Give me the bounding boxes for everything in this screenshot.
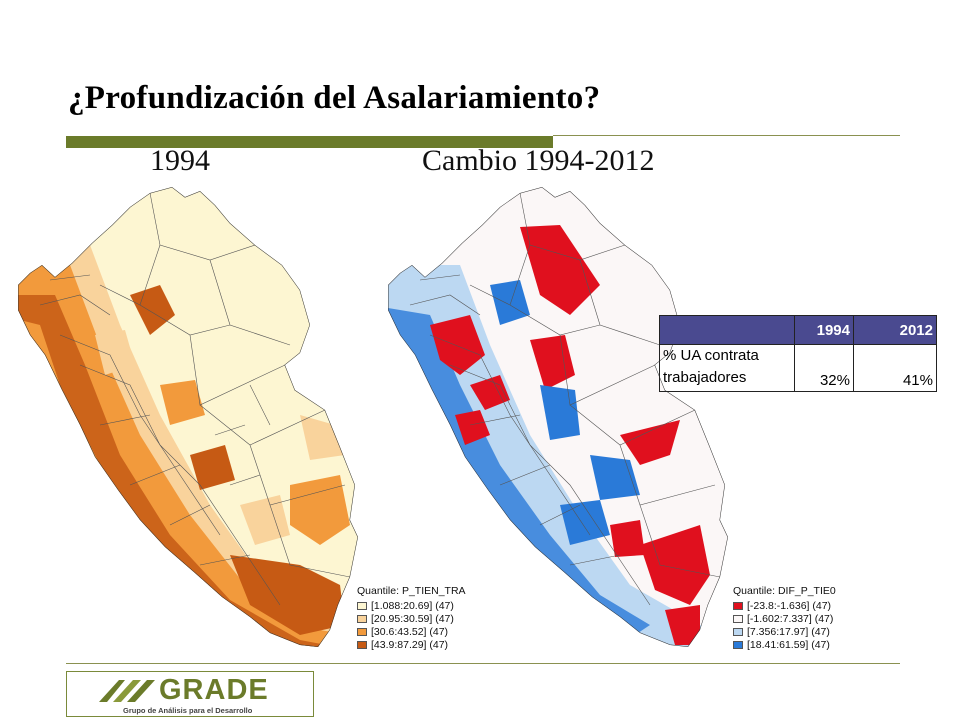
grade-logo-tagline: Grupo de Análisis para el Desarrollo xyxy=(123,706,253,715)
legend-item: [-1.602:7.337] (47) xyxy=(733,612,836,625)
legend-title: Quantile: P_TIEN_TRA xyxy=(357,585,466,597)
table-row-label: % UA contrata trabajadores xyxy=(659,344,795,392)
legend-1994: Quantile: P_TIEN_TRA [1.088:20.69] (47) … xyxy=(357,585,466,651)
table-header-cell: 1994 xyxy=(794,315,854,345)
legend-swatch xyxy=(357,627,367,636)
legend-swatch xyxy=(357,601,367,610)
table-cell: 41% xyxy=(853,344,937,392)
legend-swatch xyxy=(733,614,743,623)
legend-label: [18.41:61.59] (47) xyxy=(747,638,830,651)
legend-item: [1.088:20.69] (47) xyxy=(357,599,466,612)
legend-label: [-23.8:-1.636] (47) xyxy=(747,599,832,612)
legend-item: [20.95:30.59] (47) xyxy=(357,612,466,625)
legend-item: [43.9:87.29] (47) xyxy=(357,638,466,651)
legend-change: Quantile: DIF_P_TIE0 [-23.8:-1.636] (47)… xyxy=(733,585,836,651)
legend-swatch xyxy=(357,640,367,649)
legend-label: [-1.602:7.337] (47) xyxy=(747,612,834,625)
legend-item: [30.6:43.52] (47) xyxy=(357,625,466,638)
table-header-row: 1994 2012 xyxy=(659,315,937,345)
map-1994 xyxy=(18,187,358,647)
choropleth-maps xyxy=(18,187,728,647)
legend-label: [1.088:20.69] (47) xyxy=(371,599,454,612)
legend-swatch xyxy=(357,614,367,623)
grade-logo-wordmark: GRADE xyxy=(159,674,269,706)
subtitle-1994: 1994 xyxy=(150,144,210,177)
legend-swatch xyxy=(733,627,743,636)
table-header-cell xyxy=(659,315,795,345)
table-cell: 32% xyxy=(794,344,854,392)
table-header-cell: 2012 xyxy=(853,315,937,345)
legend-item: [-23.8:-1.636] (47) xyxy=(733,599,836,612)
table-row: % UA contrata trabajadores 32% 41% xyxy=(659,344,937,392)
subtitle-change: Cambio 1994-2012 xyxy=(422,144,655,177)
slide-title: ¿Profundización del Asalariamiento? xyxy=(68,80,601,116)
legend-label: [7.356:17.97] (47) xyxy=(747,625,830,638)
grade-logo-icon xyxy=(99,680,155,702)
legend-swatch xyxy=(733,640,743,649)
comparison-table: 1994 2012 % UA contrata trabajadores 32%… xyxy=(659,315,937,392)
title-underline-bar xyxy=(66,136,553,148)
legend-label: [20.95:30.59] (47) xyxy=(371,612,454,625)
legend-title: Quantile: DIF_P_TIE0 xyxy=(733,585,836,597)
title-rule xyxy=(553,135,900,136)
grade-logo: GRADE Grupo de Análisis para el Desarrol… xyxy=(66,671,314,717)
legend-item: [7.356:17.97] (47) xyxy=(733,625,836,638)
footer-rule xyxy=(66,663,900,664)
legend-swatch xyxy=(733,601,743,610)
legend-label: [43.9:87.29] (47) xyxy=(371,638,449,651)
legend-label: [30.6:43.52] (47) xyxy=(371,625,449,638)
legend-item: [18.41:61.59] (47) xyxy=(733,638,836,651)
